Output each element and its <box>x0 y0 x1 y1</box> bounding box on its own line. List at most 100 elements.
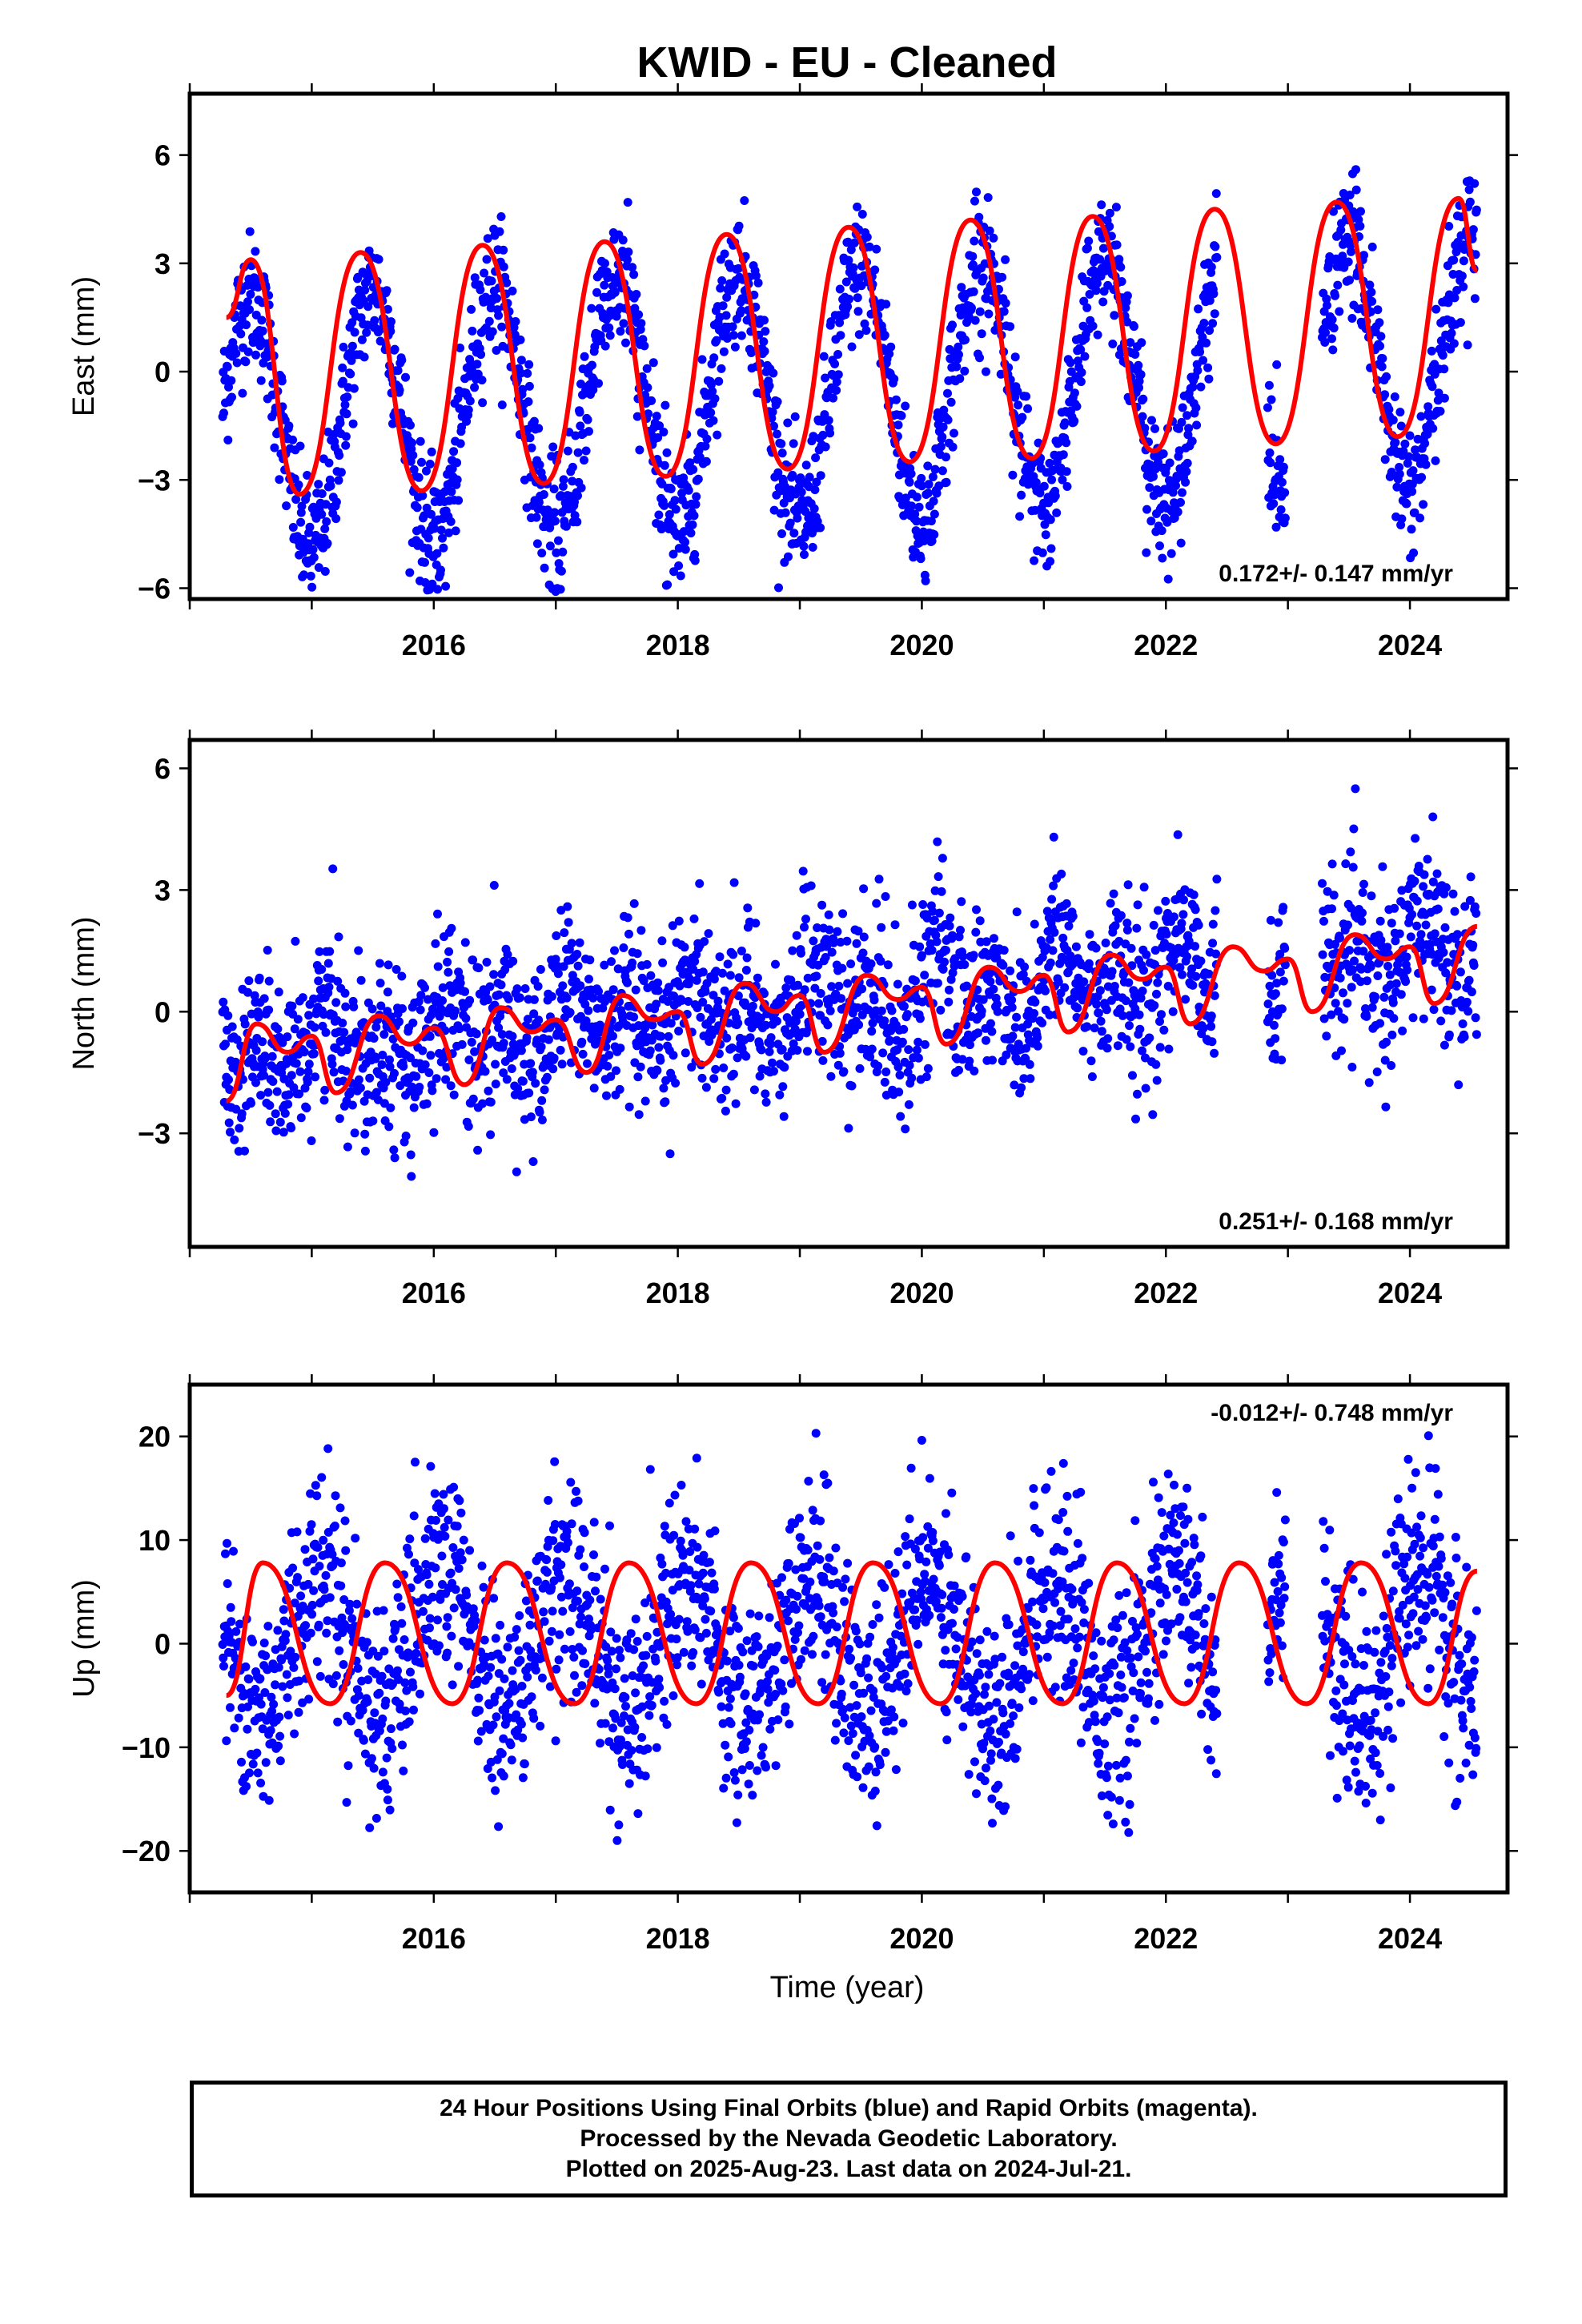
data-point <box>993 999 1002 1009</box>
data-point <box>378 1767 387 1777</box>
data-point <box>623 913 632 923</box>
data-point <box>1416 412 1426 421</box>
data-point <box>989 984 998 994</box>
data-point <box>314 976 323 986</box>
data-point <box>1392 482 1402 492</box>
data-point <box>769 505 779 515</box>
data-point <box>397 356 407 365</box>
data-point <box>1149 920 1158 930</box>
data-point <box>454 496 464 505</box>
data-point <box>632 949 642 959</box>
data-point <box>701 987 710 996</box>
data-point <box>565 1007 575 1017</box>
data-point <box>1430 929 1439 939</box>
data-point <box>278 1682 287 1691</box>
data-point <box>315 1671 325 1681</box>
data-point <box>653 978 663 987</box>
data-point <box>1454 1080 1464 1090</box>
data-point <box>1155 1043 1165 1052</box>
data-point <box>1346 847 1355 857</box>
data-point <box>309 1586 319 1595</box>
data-point <box>869 995 879 1005</box>
data-point <box>1443 298 1453 308</box>
data-point <box>1470 179 1480 188</box>
data-point <box>1272 979 1282 988</box>
data-point <box>1038 548 1047 557</box>
data-point <box>1141 1084 1150 1093</box>
data-point <box>1417 472 1427 482</box>
data-point <box>231 1626 241 1636</box>
data-point <box>441 581 451 591</box>
data-point <box>474 1693 484 1703</box>
data-point <box>464 1638 474 1647</box>
data-point <box>354 1728 363 1738</box>
data-point <box>1084 236 1094 246</box>
data-point <box>912 1045 921 1055</box>
data-point <box>290 1729 299 1739</box>
data-point <box>1141 1053 1150 1063</box>
data-point <box>1049 832 1058 842</box>
data-point <box>401 1707 410 1715</box>
data-point <box>1319 1014 1329 1023</box>
data-point <box>444 947 454 956</box>
data-point <box>846 245 856 255</box>
data-point <box>286 1647 295 1656</box>
data-point <box>259 1638 269 1648</box>
data-point <box>860 319 869 328</box>
data-point <box>701 441 710 451</box>
north-model-curve <box>225 923 1478 1104</box>
data-point <box>474 963 484 973</box>
data-point <box>1187 436 1197 446</box>
data-point <box>1387 1061 1396 1070</box>
data-point <box>1079 977 1089 987</box>
data-point <box>583 1059 592 1068</box>
data-point <box>456 1548 465 1558</box>
data-point <box>484 1671 493 1681</box>
data-point <box>883 960 893 970</box>
data-point <box>697 1073 707 1083</box>
data-point <box>978 995 988 1004</box>
data-point <box>1091 286 1101 296</box>
data-point <box>910 509 920 519</box>
data-point <box>607 957 616 967</box>
data-point <box>1134 383 1143 392</box>
data-point <box>256 376 266 385</box>
data-point <box>335 1646 344 1655</box>
data-point <box>660 460 669 470</box>
data-point <box>502 1075 512 1084</box>
data-point <box>477 1561 487 1570</box>
data-point <box>1133 900 1142 910</box>
data-point <box>942 477 951 487</box>
data-point <box>347 341 357 351</box>
data-point <box>1178 970 1186 979</box>
data-point <box>932 937 942 947</box>
data-point <box>1443 958 1452 967</box>
data-point <box>603 1061 612 1071</box>
data-point <box>329 430 339 439</box>
data-point <box>1082 1022 1092 1031</box>
data-point <box>275 475 284 485</box>
data-point <box>242 1782 251 1791</box>
data-point <box>960 960 970 969</box>
data-point <box>1279 903 1288 912</box>
data-point <box>873 1061 883 1071</box>
data-point <box>867 1027 877 1036</box>
data-point <box>1041 530 1050 540</box>
data-point <box>385 1805 395 1815</box>
data-point <box>938 854 947 863</box>
data-point <box>499 245 508 255</box>
x-tick-label: 2022 <box>1134 1277 1198 1309</box>
data-point <box>999 946 1009 955</box>
data-point <box>468 1604 478 1614</box>
data-point <box>335 1503 345 1513</box>
data-point <box>535 460 544 469</box>
data-point <box>1026 1074 1035 1084</box>
data-point <box>301 1621 311 1630</box>
data-point <box>716 283 725 293</box>
data-point <box>573 961 583 971</box>
data-point <box>1434 388 1443 398</box>
data-point <box>1106 899 1115 908</box>
data-point <box>483 995 492 1005</box>
data-point <box>246 290 255 299</box>
data-point <box>444 967 453 977</box>
